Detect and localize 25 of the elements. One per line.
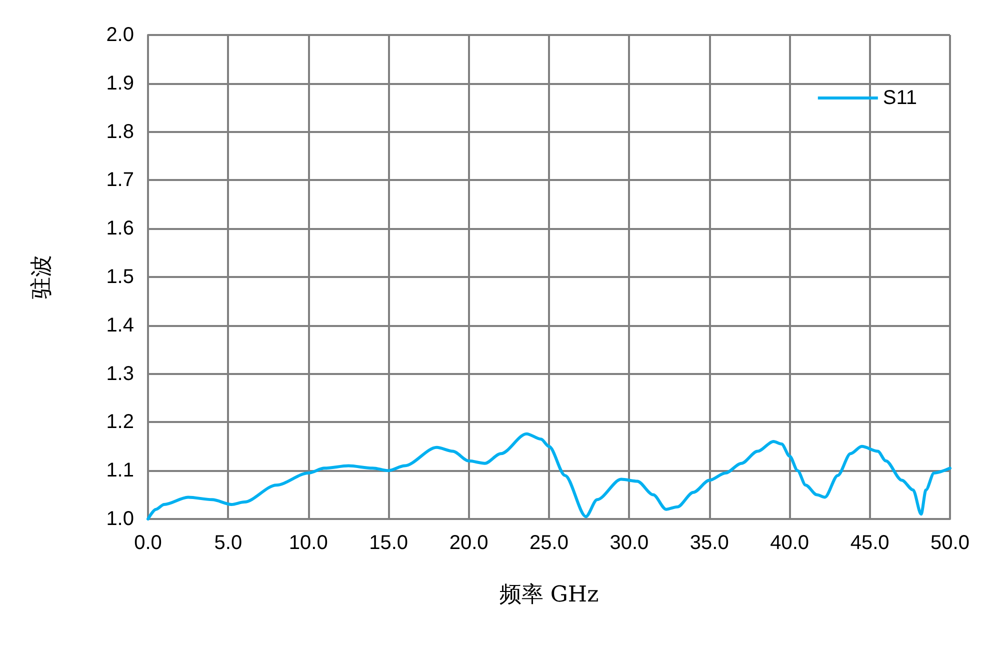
x-tick-label: 15.0	[369, 532, 408, 554]
legend-label: S11	[882, 87, 918, 109]
y-tick-label: 1.0	[106, 508, 134, 530]
y-tick-label: 1.1	[106, 460, 134, 482]
x-tick-label: 45.0	[850, 532, 890, 554]
x-axis-title: 频率 GHz	[499, 582, 599, 608]
x-tick-label: 25.0	[530, 532, 568, 554]
y-tick-label: 1.2	[106, 411, 134, 434]
x-tick-label: 30.0	[610, 532, 649, 554]
y-tick-label: 1.3	[106, 362, 134, 385]
x-tick-label: 20.0	[449, 532, 488, 554]
y-tick-label: 1.7	[106, 169, 134, 192]
y-tick-label: 1.9	[106, 72, 134, 94]
x-tick-label: 40.0	[770, 532, 810, 554]
x-tick-label: 10.0	[288, 532, 328, 554]
y-tick-label: 1.6	[106, 218, 134, 240]
y-tick-label: 1.5	[106, 266, 134, 288]
x-tick-label: 5.0	[214, 532, 242, 554]
y-axis-title: 驻波	[30, 255, 54, 299]
y-tick-label: 1.8	[106, 120, 134, 143]
y-tick-label: 2.0	[106, 24, 134, 46]
x-tick-label: 35.0	[690, 532, 729, 554]
x-tick-label: 0.0	[134, 532, 162, 554]
x-tick-label: 50.0	[930, 532, 970, 554]
y-tick-label: 1.4	[106, 314, 134, 336]
